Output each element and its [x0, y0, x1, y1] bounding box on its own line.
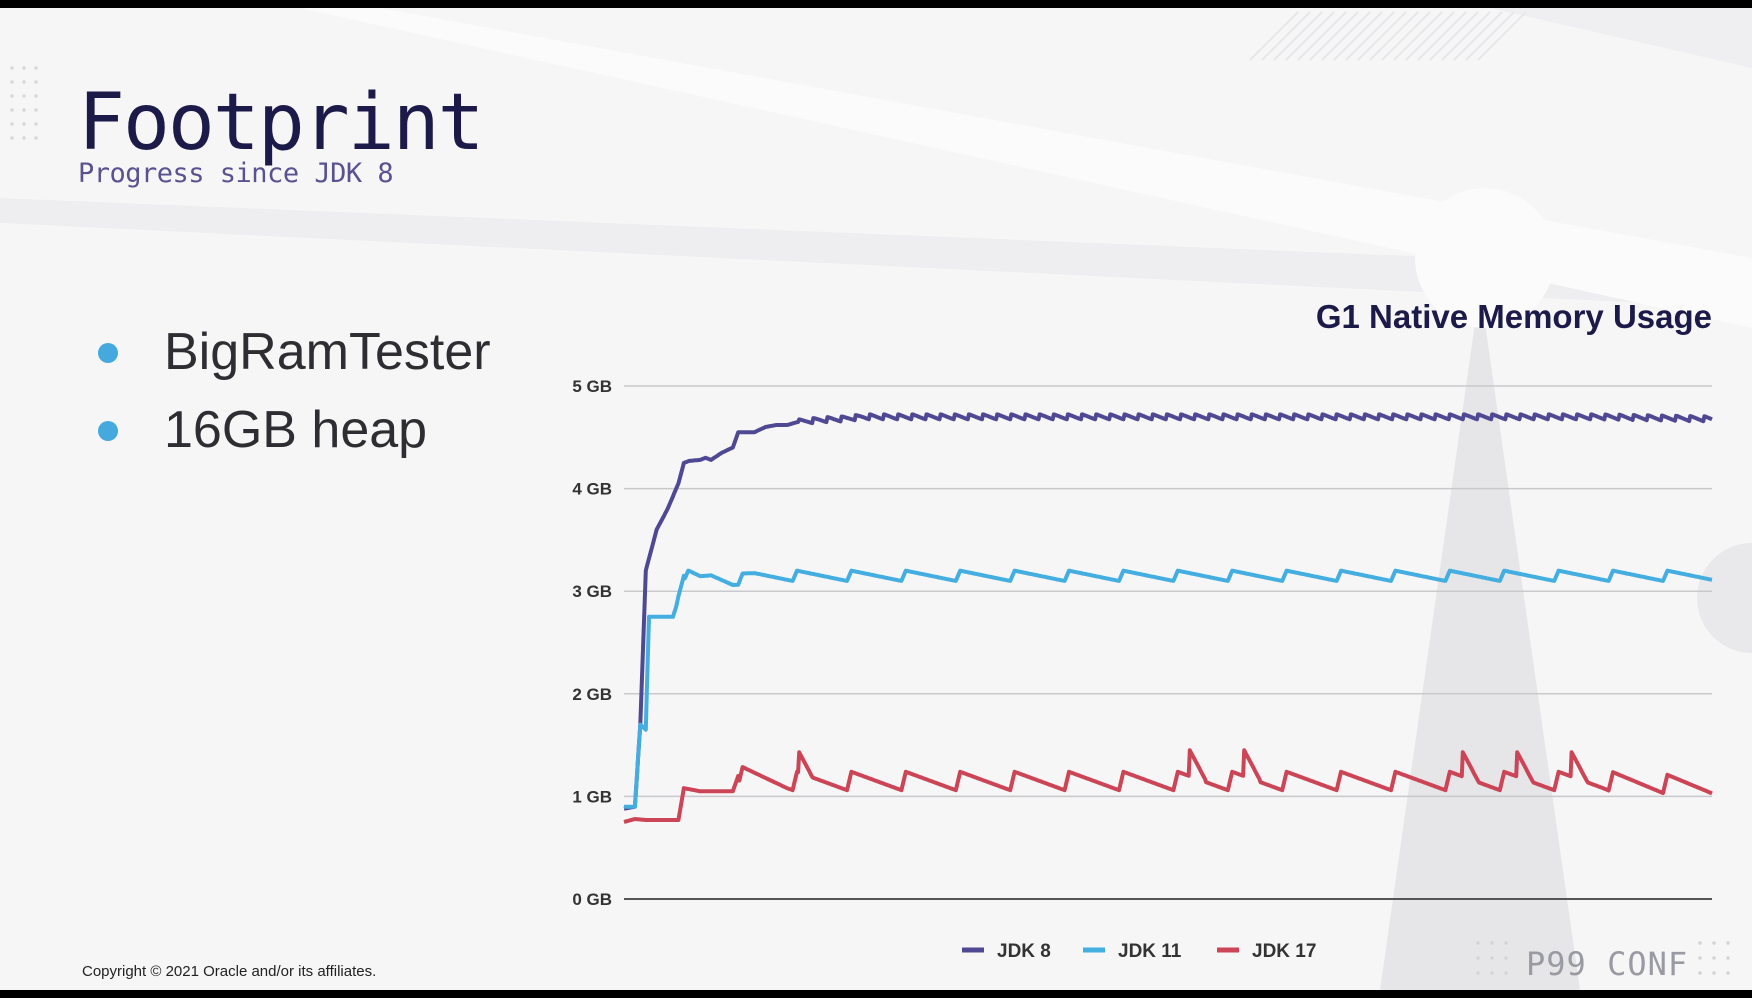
- bullet-dot-icon: [98, 421, 118, 441]
- y-tick-label: 0 GB: [572, 890, 612, 909]
- y-tick-label: 1 GB: [572, 787, 612, 806]
- slide-title: Footprint: [78, 78, 485, 168]
- y-tick-label: 2 GB: [572, 685, 612, 704]
- bullet-item: BigRamTester: [96, 313, 491, 391]
- slide-subtitle: Progress since JDK 8: [78, 158, 394, 189]
- conference-logo: P99 CONF: [1526, 945, 1689, 983]
- legend-label: JDK 17: [1252, 941, 1316, 962]
- legend-label: JDK 11: [1118, 941, 1182, 962]
- bullet-text: BigRamTester: [164, 323, 491, 381]
- bullet-dot-icon: [98, 343, 118, 363]
- chart-title: G1 Native Memory Usage: [1316, 298, 1712, 335]
- y-tick-label: 3 GB: [572, 582, 612, 601]
- copyright-footer: Copyright © 2021 Oracle and/or its affil…: [82, 963, 377, 980]
- legend-label: JDK 8: [997, 941, 1051, 962]
- memory-usage-chart: G1 Native Memory Usage 0 GB 1 GB 2 GB 3 GB 4…: [572, 298, 1713, 962]
- bullet-item: 16GB heap: [96, 391, 491, 469]
- bullet-text: 16GB heap: [164, 401, 428, 459]
- series-line-jdk-17: [623, 748, 1713, 824]
- chart-legend: JDK 8 JDK 11 JDK 17: [962, 941, 1316, 962]
- y-tick-label: 4 GB: [572, 480, 612, 499]
- y-tick-label: 5 GB: [572, 377, 612, 396]
- chart-series: [623, 412, 1713, 824]
- series-line-jdk-11: [623, 568, 1713, 809]
- y-axis-ticks: 0 GB 1 GB 2 GB 3 GB 4 GB 5 GB: [572, 377, 612, 909]
- chart-grid: [624, 385, 1712, 900]
- slide: Footprint Progress since JDK 8 BigRamTes…: [0, 8, 1752, 990]
- background-decoration: [0, 8, 1752, 990]
- series-line-jdk-8: [623, 412, 1713, 811]
- bullet-list: BigRamTester 16GB heap: [96, 313, 491, 469]
